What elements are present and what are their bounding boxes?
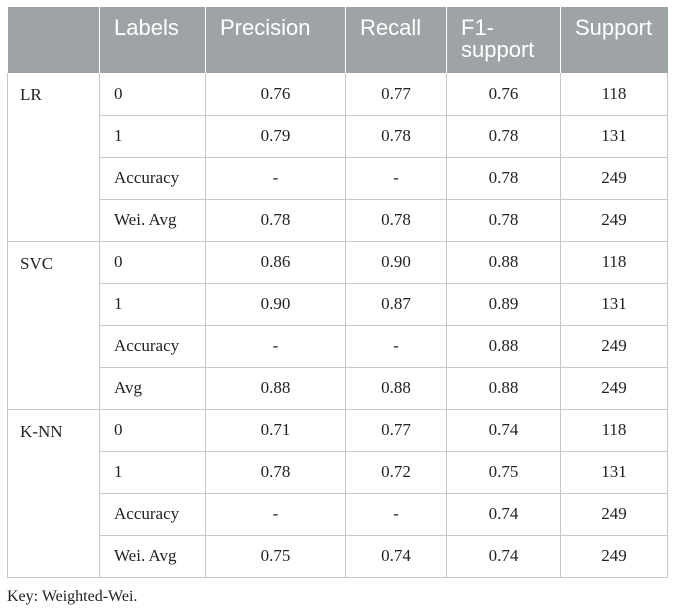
f1-cell: 0.74	[446, 409, 561, 452]
f1-cell: 0.88	[446, 367, 561, 410]
precision-cell: 0.78	[205, 451, 346, 494]
support-cell: 131	[560, 451, 668, 494]
support-cell: 118	[560, 241, 668, 284]
f1-cell: 0.74	[446, 493, 561, 536]
precision-cell: 0.90	[205, 283, 346, 326]
label-cell: 0	[99, 241, 206, 284]
recall-cell: 0.78	[345, 199, 447, 242]
header-precision: Precision	[205, 7, 346, 73]
support-cell: 118	[560, 73, 668, 116]
table-row: 1 0.78 0.72 0.75 131	[8, 451, 668, 494]
label-cell: 1	[99, 283, 206, 326]
support-cell: 131	[560, 283, 668, 326]
recall-cell: 0.87	[345, 283, 447, 326]
table-row: SVC 0 0.86 0.90 0.88 118	[7, 241, 668, 410]
table-body: LR 0 0.76 0.77 0.76 118 1 0.79 0.78 0.78 131 Accura…	[7, 73, 668, 578]
model-name-cell: LR	[7, 73, 100, 242]
table-row: Accuracy - -0.74 249	[8, 493, 668, 536]
label-cell: Accuracy	[99, 325, 206, 368]
recall-cell: -	[345, 157, 447, 200]
precision-cell: 0.79	[205, 115, 346, 158]
label-cell: 0	[99, 73, 206, 116]
recall-cell: 0.77	[345, 409, 447, 452]
label-cell: Wei. Avg	[99, 199, 206, 242]
classification-report-table: Labels Precision Recall F1- support Supp…	[7, 7, 668, 578]
table-row: 1 0.90 0.87 0.89 131	[8, 283, 668, 326]
precision-cell: -	[205, 325, 346, 368]
support-cell: 249	[560, 535, 668, 578]
table-row: Accuracy - -0.88 249	[8, 325, 668, 368]
support-cell: 249	[560, 325, 668, 368]
label-cell: Avg	[99, 367, 206, 410]
f1-cell: 0.74	[446, 535, 561, 578]
table-row: Wei. Avg 0.75 0.74 0.74 249	[8, 535, 668, 578]
precision-cell: 0.78	[205, 199, 346, 242]
f1-cell: 0.75	[446, 451, 561, 494]
header-f1-support: F1- support	[446, 7, 561, 73]
model-name-cell: K-NN	[7, 409, 100, 578]
f1-cell: 0.88	[446, 241, 561, 284]
precision-cell: 0.75	[205, 535, 346, 578]
label-cell: 0	[99, 409, 206, 452]
table-footnote: Key: Weighted-Wei.	[7, 588, 138, 605]
label-cell: Accuracy	[99, 157, 206, 200]
support-cell: 131	[560, 115, 668, 158]
table-row: 1 0.79 0.78 0.78 131	[8, 115, 668, 158]
table-row: LR 0 0.76 0.77 0.76 118	[7, 73, 668, 242]
model-name-cell: SVC	[7, 241, 100, 410]
recall-cell: -	[345, 493, 447, 536]
recall-cell: 0.72	[345, 451, 447, 494]
recall-cell: 0.88	[345, 367, 447, 410]
label-cell: 1	[99, 115, 206, 158]
table-row: K-NN 0 0.71 0.77 0.74 118	[7, 409, 668, 578]
header-support: Support	[560, 7, 668, 73]
recall-cell: 0.74	[345, 535, 447, 578]
table-header: Labels Precision Recall F1- support Supp…	[7, 7, 668, 73]
recall-cell: 0.78	[345, 115, 447, 158]
precision-cell: -	[205, 493, 346, 536]
support-cell: 249	[560, 157, 668, 200]
precision-cell: 0.76	[205, 73, 346, 116]
label-cell: Wei. Avg	[99, 535, 206, 578]
support-cell: 249	[560, 199, 668, 242]
label-cell: 1	[99, 451, 206, 494]
recall-cell: 0.77	[345, 73, 447, 116]
support-cell: 118	[560, 409, 668, 452]
precision-cell: 0.71	[205, 409, 346, 452]
recall-cell: 0.90	[345, 241, 447, 284]
f1-cell: 0.78	[446, 157, 561, 200]
table-row: Wei. Avg 0.78 0.78 0.78 249	[8, 199, 668, 242]
header-labels: Labels	[99, 7, 206, 73]
support-cell: 249	[560, 493, 668, 536]
header-model	[7, 7, 100, 73]
f1-cell: 0.89	[446, 283, 561, 326]
f1-cell: 0.88	[446, 325, 561, 368]
header-recall: Recall	[345, 7, 447, 73]
header-row: Labels Precision Recall F1- support Supp…	[7, 7, 668, 73]
support-cell: 249	[560, 367, 668, 410]
table-row: Accuracy - -0.78 249	[8, 157, 668, 200]
precision-cell: 0.86	[205, 241, 346, 284]
precision-cell: -	[205, 157, 346, 200]
precision-cell: 0.88	[205, 367, 346, 410]
f1-cell: 0.78	[446, 199, 561, 242]
f1-cell: 0.78	[446, 115, 561, 158]
results-table-container: Labels Precision Recall F1- support Supp…	[7, 7, 668, 578]
label-cell: Accuracy	[99, 493, 206, 536]
f1-cell: 0.76	[446, 73, 561, 116]
recall-cell: -	[345, 325, 447, 368]
table-row: Avg 0.88 0.88 0.88 249	[8, 367, 668, 410]
